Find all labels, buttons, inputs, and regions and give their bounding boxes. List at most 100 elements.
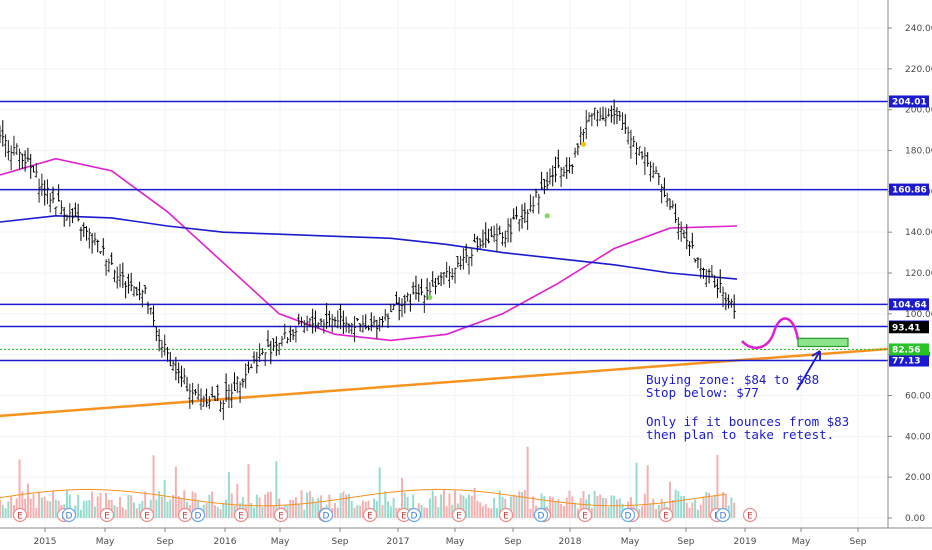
volume-bar — [15, 498, 18, 518]
dividend-marker-label: D — [411, 512, 418, 522]
volume-bar — [691, 502, 694, 518]
volume-bar — [336, 507, 339, 518]
volume-bar — [532, 496, 535, 518]
volume-bar — [445, 506, 448, 518]
volume-bar — [551, 497, 554, 518]
dividend-marker-circle — [620, 507, 636, 523]
dividend-marker-label: D — [720, 512, 727, 522]
volume-bar — [392, 497, 395, 518]
volume-bar — [490, 508, 493, 518]
volume-bar — [465, 498, 468, 518]
volume-bar — [724, 493, 727, 518]
volume-bar — [96, 496, 99, 518]
volume-bar — [649, 503, 652, 518]
level-price-label: 160.86 — [892, 186, 927, 196]
volume-bar — [183, 490, 186, 518]
dividend-marker-label: D — [538, 512, 545, 522]
volume-bar — [434, 496, 437, 518]
volume-bar — [230, 493, 233, 518]
volume-bar — [222, 502, 225, 518]
level-price-label-bg — [889, 354, 929, 367]
volume-bar — [26, 483, 29, 518]
volume-bar — [0, 499, 1, 518]
volume-bar — [685, 502, 688, 518]
volume-bar — [174, 466, 177, 518]
volume-bar — [205, 503, 208, 518]
earnings-marker-circle — [577, 507, 593, 523]
volume-bar — [38, 491, 41, 518]
volume-bar — [674, 489, 677, 518]
volume-bar — [655, 508, 658, 518]
volume-bar — [152, 455, 155, 518]
volume-bar — [406, 496, 409, 518]
volume-bar — [440, 494, 443, 518]
volume-bar — [722, 492, 725, 518]
dotted-level-price-label-bg — [889, 343, 929, 356]
current-price-label-bg — [889, 321, 929, 334]
earnings-marker-label: E — [17, 512, 23, 522]
x-tick-label: Sep — [332, 537, 349, 547]
volume-bar — [576, 508, 579, 518]
x-tick-label: 2019 — [734, 537, 757, 547]
moving-averages — [0, 157, 738, 342]
volume-bar — [526, 446, 529, 518]
earnings-marker-label: E — [582, 512, 588, 522]
volume-bar — [46, 500, 49, 518]
x-tick-label: Sep — [678, 537, 695, 547]
dotted-level-price-label: 82.56 — [892, 345, 920, 355]
arrow-head — [811, 350, 821, 360]
volume-bar — [437, 507, 440, 518]
volume-bar — [618, 498, 621, 518]
earnings-marker-circle — [12, 507, 28, 523]
volume-bar — [258, 497, 261, 518]
volume-bar — [275, 461, 278, 518]
volume-bar — [133, 502, 135, 518]
current-price-label: 93.41 — [892, 323, 920, 333]
volume-bar — [10, 496, 13, 518]
volume-bar — [303, 509, 306, 518]
dividend-marker-circle — [190, 507, 206, 523]
volume-bar — [342, 491, 345, 518]
volume-average-line — [0, 488, 726, 507]
volume-bar — [141, 500, 144, 518]
volume-bar — [451, 504, 454, 518]
volume-bar — [699, 504, 702, 518]
volume-bar — [110, 499, 113, 518]
volume-bar — [297, 503, 300, 518]
volume-bar — [88, 500, 91, 518]
dividend-marker-circle — [318, 507, 334, 523]
volume-bar — [158, 491, 161, 518]
volume-bar — [395, 507, 398, 518]
volume-bar — [562, 506, 565, 518]
volume-bar — [470, 495, 473, 518]
earnings-marker-circle — [451, 507, 467, 523]
volume-bar — [68, 494, 71, 518]
volume-bar — [328, 494, 331, 518]
volume-bar — [462, 495, 465, 518]
volume-bar — [730, 497, 733, 518]
volume-bar — [574, 502, 577, 518]
volume-bar — [105, 492, 108, 518]
volume-bar — [99, 492, 102, 518]
volume-bar — [423, 507, 426, 518]
volume-bar — [412, 494, 415, 518]
earnings-marker-label: E — [278, 512, 284, 522]
volume-bar — [501, 496, 504, 518]
volume-bar — [599, 494, 602, 518]
volume-bar — [160, 496, 163, 518]
dividend-marker-label: D — [66, 512, 73, 522]
volume-bar — [669, 481, 671, 518]
volume-bar — [568, 490, 571, 518]
volume-bar — [373, 498, 376, 518]
y-tick-label: 20.00 — [905, 473, 931, 483]
volume-bar — [688, 507, 691, 518]
earnings-marker-circle — [498, 507, 514, 523]
volume-bar — [596, 496, 599, 518]
x-tick-label: May — [96, 537, 115, 547]
volume-bar — [682, 495, 685, 518]
moving-average-magenta — [0, 157, 738, 342]
volume-bar — [85, 500, 88, 518]
dividend-marker-circle — [715, 507, 731, 523]
volume-bar — [518, 491, 521, 518]
